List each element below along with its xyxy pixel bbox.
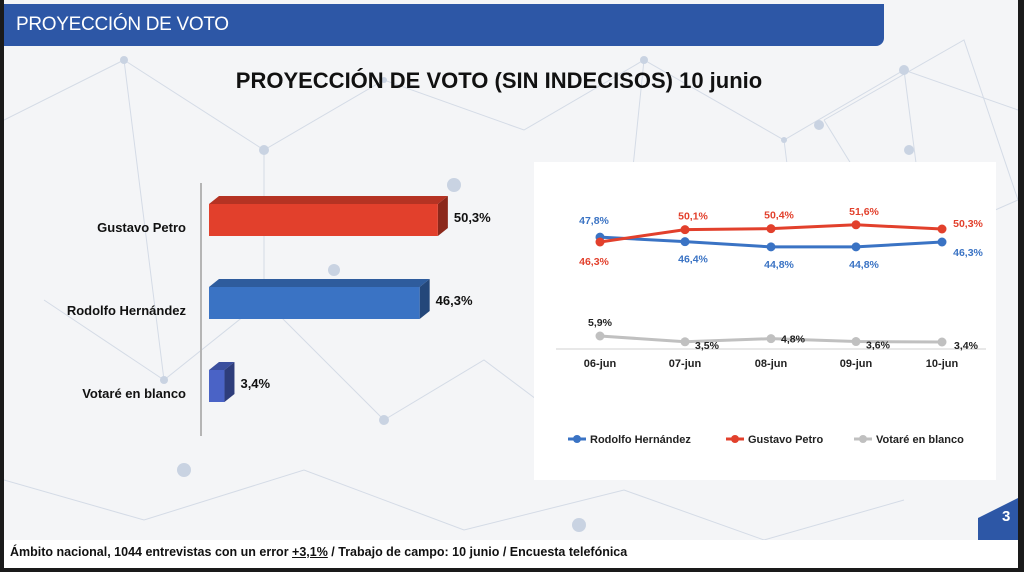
bar-side-face	[419, 279, 430, 319]
series-point	[766, 334, 776, 344]
bar	[209, 204, 438, 236]
footer-error-value: +3,1%	[292, 545, 328, 559]
series-point	[851, 242, 861, 252]
bar-category-label: Gustavo Petro	[97, 220, 186, 235]
legend-label: Rodolfo Hernández	[590, 434, 691, 446]
series-point	[680, 337, 690, 347]
data-label: 46,4%	[678, 254, 708, 266]
chart-title: PROYECCIÓN DE VOTO (SIN INDECISOS) 10 ju…	[235, 68, 763, 93]
series-point	[937, 224, 947, 234]
slide: PROYECCIÓN DE VOTO PROYECCIÓN DE VOTO (S…	[4, 0, 1018, 568]
series-point	[680, 237, 690, 247]
data-label: 3,4%	[954, 340, 979, 352]
legend-label: Votaré en blanco	[876, 434, 964, 446]
line-chart-panel: 06-jun 07-jun 08-jun 09-jun 10-jun 47,8% 46,4%…	[534, 162, 996, 480]
data-label: 46,3%	[579, 256, 609, 268]
bar-top-face	[209, 196, 448, 204]
x-tick-label: 09-jun	[840, 358, 873, 370]
data-label: 3,6%	[866, 340, 891, 352]
series-point	[851, 337, 861, 347]
x-tick-label: 08-jun	[755, 358, 788, 370]
data-label: 44,8%	[764, 259, 794, 271]
series-point	[937, 237, 947, 247]
footer-note-suffix: / Trabajo de campo: 10 junio / Encuesta …	[327, 545, 628, 559]
x-tick-label: 07-jun	[669, 358, 702, 370]
footer-bar: Ámbito nacional, 1044 entrevistas con un…	[4, 540, 1018, 568]
series-point	[766, 242, 776, 252]
data-label: 50,4%	[764, 210, 794, 222]
data-label: 4,8%	[781, 334, 806, 346]
series-point	[595, 237, 605, 247]
footer-note-prefix: Ámbito nacional, 1044 entrevistas con un…	[10, 545, 293, 559]
data-label: 50,1%	[678, 211, 708, 223]
bar-side-face	[437, 196, 448, 236]
bar-top-face	[209, 362, 235, 370]
legend-marker	[859, 435, 867, 443]
data-label: 5,9%	[588, 317, 613, 329]
bar-chart: Gustavo Petro 50,3% Rodolfo Hernández 46,3%…	[67, 183, 491, 436]
series-point	[680, 225, 690, 235]
line-chart: 06-jun 07-jun 08-jun 09-jun 10-jun 47,8% 46,4%…	[556, 206, 986, 446]
bar-category-label: Votaré en blanco	[82, 386, 186, 401]
bar-top-face	[209, 279, 430, 287]
legend-label: Gustavo Petro	[748, 434, 823, 446]
data-label: 51,6%	[849, 206, 879, 218]
page-number: 3	[1002, 508, 1011, 525]
data-label: 3,5%	[695, 340, 720, 352]
data-label: 44,8%	[849, 259, 879, 271]
data-label: 50,3%	[953, 218, 983, 230]
data-label: 47,8%	[579, 215, 609, 227]
series-point	[937, 337, 947, 347]
legend-marker	[731, 435, 739, 443]
x-tick-label: 06-jun	[584, 358, 617, 370]
series-point	[851, 220, 861, 230]
series-point	[766, 224, 776, 234]
page-badge	[978, 498, 1018, 540]
bar-value-label: 3,4%	[240, 376, 270, 391]
series-point	[595, 331, 605, 341]
bar-category-label: Rodolfo Hernández	[67, 303, 187, 318]
bar	[209, 370, 225, 402]
bar-value-label: 46,3%	[436, 293, 473, 308]
x-tick-label: 10-jun	[926, 358, 959, 370]
bar	[209, 287, 420, 319]
header-bar: PROYECCIÓN DE VOTO	[4, 4, 884, 46]
bar-side-face	[224, 362, 235, 402]
footer-note: Ámbito nacional, 1044 entrevistas con un…	[10, 545, 627, 559]
bar-value-label: 50,3%	[454, 210, 491, 225]
legend-marker	[573, 435, 581, 443]
header-title: PROYECCIÓN DE VOTO	[16, 14, 229, 35]
data-label: 46,3%	[953, 247, 983, 259]
